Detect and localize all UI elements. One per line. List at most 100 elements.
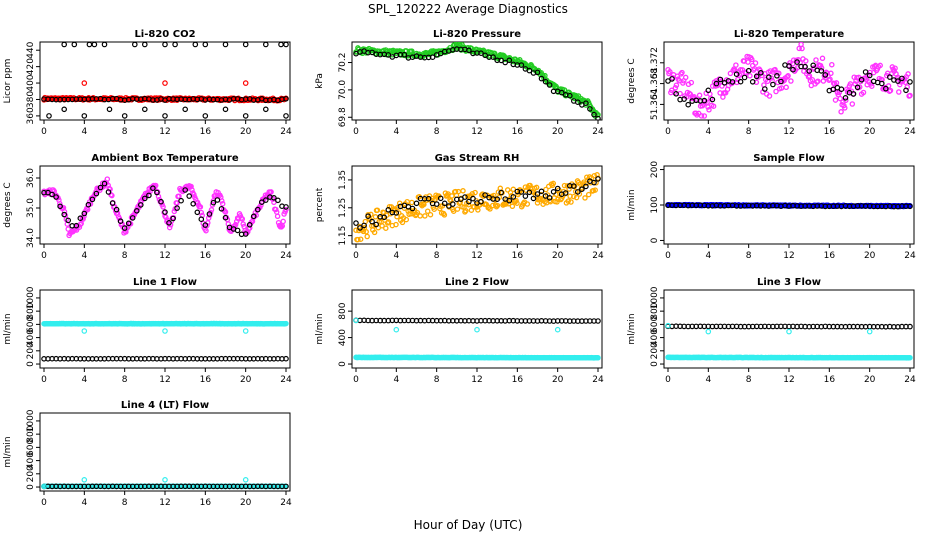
point-average (273, 206, 279, 213)
y-axis-label: ml/min (3, 436, 13, 467)
point-average (550, 180, 557, 187)
point-average (815, 78, 821, 84)
point-average (507, 189, 514, 196)
series-layer (41, 476, 289, 490)
point-hourly (117, 218, 124, 225)
x-tick-label: 20 (864, 375, 876, 385)
y-tick-label: 70.0 (338, 80, 348, 100)
x-tick-label: 4 (393, 251, 399, 261)
y-axis-label: ml/min (3, 313, 13, 344)
point-hourly (113, 206, 120, 213)
point-average (65, 226, 71, 232)
x-tick-label: 8 (122, 375, 128, 385)
panel-sampleflow: Sample Flow 0 4 8 12 16 20 24 0 100 200 ml/min (627, 153, 916, 261)
x-tick-label: 20 (240, 251, 252, 261)
x-tick-label: 8 (746, 251, 752, 261)
y-tick-label: 440 (26, 41, 36, 58)
point-checks (786, 328, 792, 335)
point-hourly (866, 72, 873, 79)
point-hourly (518, 189, 525, 195)
point-average (679, 69, 685, 76)
point-average (701, 113, 708, 119)
point-average (849, 101, 856, 107)
point-hourly (526, 189, 533, 196)
point-hourly (61, 211, 67, 218)
series-layer (41, 176, 289, 239)
point-average (208, 207, 215, 213)
point-calibration-high (172, 42, 178, 48)
point-average (427, 211, 434, 218)
series-layer (665, 322, 913, 361)
panel-rh: Gas Stream RH 0 4 8 12 16 20 24 1.15 1.25 1.35 perc… (315, 153, 604, 261)
x-tick-label: 0 (41, 375, 47, 385)
panel-title: Li-820 Pressure (433, 29, 521, 40)
x-tick-label: 12 (471, 251, 482, 261)
point-average (727, 70, 734, 77)
point-calibration-mid (121, 113, 128, 119)
point-hourly (206, 211, 213, 217)
x-tick-label: 20 (240, 127, 252, 137)
point-checks (554, 326, 561, 333)
y-tick-label: 600 (26, 439, 36, 456)
point-hourly (886, 74, 893, 80)
point-average (109, 192, 115, 199)
point-average (749, 56, 755, 63)
point-average (393, 221, 399, 228)
point-hourly (437, 195, 444, 202)
x-tick-label: 12 (783, 375, 794, 385)
point-hourly (591, 111, 597, 118)
x-tick-label: 12 (159, 127, 170, 137)
point-hourly (125, 220, 132, 227)
panel-title: Gas Stream RH (435, 153, 520, 164)
y-axis-label: percent (315, 187, 325, 222)
point-average (842, 105, 848, 111)
point-checks (162, 328, 168, 334)
point-average (364, 233, 370, 240)
point-checks (866, 328, 873, 335)
point-hourly (381, 214, 388, 221)
point-average (905, 71, 911, 77)
point-average (494, 202, 501, 209)
x-tick-label: 24 (904, 375, 916, 385)
y-tick-label: 34.0 (26, 228, 36, 248)
point-average (471, 204, 477, 210)
point-hourly (222, 214, 229, 221)
series-layer (665, 42, 913, 119)
point-average (524, 201, 531, 207)
point-hourly (595, 318, 601, 324)
point-hourly (357, 225, 363, 231)
point-average (543, 186, 549, 193)
point-average (460, 188, 466, 194)
point-calibration-mid (242, 113, 249, 119)
point-hourly (850, 91, 857, 97)
x-tick-label: 0 (353, 251, 359, 261)
point-hourly (210, 199, 217, 206)
point-average (907, 92, 913, 99)
point-average (592, 187, 598, 193)
point-hourly (142, 195, 148, 202)
point-average (887, 87, 894, 94)
point-hourly (822, 72, 829, 78)
point-hourly (178, 197, 184, 204)
point-average (773, 88, 779, 95)
x-tick-label: 16 (200, 127, 212, 137)
point-average (533, 184, 540, 191)
point-hourly (570, 183, 577, 189)
point-average (514, 200, 520, 206)
y-tick-label: 51.364 (650, 88, 660, 120)
point-hourly (158, 198, 164, 205)
point-calibration-mid (81, 113, 88, 119)
y-tick-label: 1.35 (338, 170, 348, 190)
point-average (449, 193, 455, 199)
point-hourly (89, 196, 96, 203)
point-hourly (526, 67, 533, 74)
point-span-check (242, 80, 249, 86)
point-average (806, 73, 813, 79)
panel-title: Line 1 Flow (133, 277, 197, 288)
point-calibration-high (61, 42, 67, 48)
point-calibration-high (71, 42, 78, 48)
point-calibration-mid (283, 113, 289, 119)
point-average (268, 189, 274, 195)
point-average (383, 225, 389, 231)
point-average (454, 206, 461, 212)
